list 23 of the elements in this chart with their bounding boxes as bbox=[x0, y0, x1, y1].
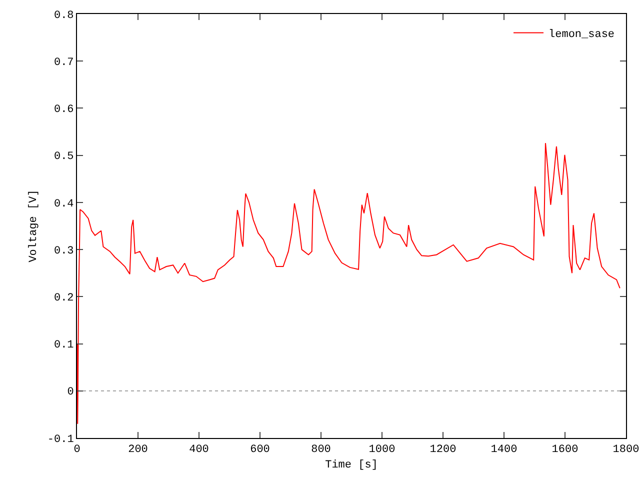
y-tick-label: 0.2 bbox=[54, 292, 74, 305]
y-tick-label: 0.7 bbox=[54, 56, 74, 69]
y-tick-label: 0.5 bbox=[54, 151, 74, 164]
y-axis-title: Voltage [V] bbox=[28, 190, 40, 262]
legend-label: lemon_sase bbox=[548, 29, 615, 42]
line-series bbox=[77, 142, 620, 424]
y-tick-label: 0.1 bbox=[54, 340, 74, 352]
x-tick-label: 1800 bbox=[612, 444, 640, 456]
x-tick-label: 1400 bbox=[490, 444, 518, 456]
x-tick-label: 200 bbox=[128, 444, 148, 456]
x-tick-label: 600 bbox=[250, 444, 270, 456]
y-tick-label: -0.1 bbox=[47, 434, 74, 446]
x-tick-label: 400 bbox=[189, 444, 209, 456]
y-tick-label: 0.4 bbox=[54, 198, 74, 210]
x-tick-label: 800 bbox=[311, 444, 331, 456]
y-tick-label: 0 bbox=[67, 386, 74, 399]
x-tick-label: 1600 bbox=[552, 444, 578, 456]
y-tick-label: 0.3 bbox=[54, 245, 74, 258]
y-tick-label: 0.6 bbox=[54, 104, 74, 116]
y-tick-label: 0.8 bbox=[54, 10, 74, 22]
x-tick-label: 1200 bbox=[430, 444, 456, 456]
x-axis-title: Time [s] bbox=[325, 459, 378, 472]
x-tick-label: 1000 bbox=[368, 444, 396, 456]
